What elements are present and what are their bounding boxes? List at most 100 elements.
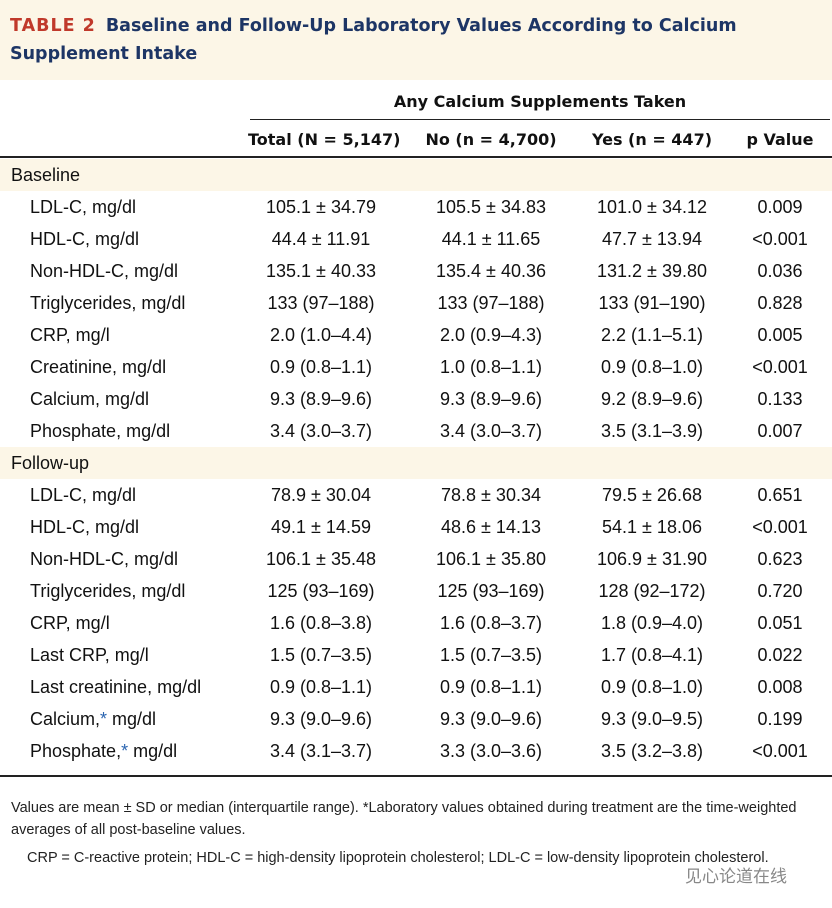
table-cell: 131.2 ± 39.80 — [597, 261, 707, 281]
table-cell: 0.720 — [757, 581, 803, 601]
table-cell: 0.022 — [757, 645, 803, 665]
table-cell: 106.1 ± 35.48 — [266, 549, 376, 569]
row-label: Phosphate, mg/dl — [30, 421, 171, 441]
row-label: Last creatinine, mg/dl — [30, 677, 202, 697]
table-cell: 0.036 — [757, 261, 803, 281]
table-cell: 9.3 (8.9–9.6) — [269, 389, 373, 409]
table-cell: 105.5 ± 34.83 — [436, 197, 546, 217]
table-cell: 3.4 (3.0–3.7) — [439, 421, 543, 441]
table-cell: 0.9 (0.8–1.0) — [600, 357, 704, 377]
footnote: Values are mean ± SD or median (interqua… — [11, 800, 797, 838]
row-label: Phosphate,* mg/dl — [30, 735, 177, 767]
column-header: No (n = 4,700) — [425, 130, 557, 149]
row-label: Triglycerides, mg/dl — [30, 581, 186, 601]
section-title: Baseline — [11, 165, 81, 185]
group-header: Any Calcium Supplements Taken — [393, 92, 687, 111]
row-label: Triglycerides, mg/dl — [30, 293, 186, 313]
row-label: Calcium,* mg/dl — [30, 703, 156, 735]
label-part: mg/dl — [112, 709, 157, 729]
table-cell: 44.1 ± 11.65 — [441, 229, 541, 249]
table-cell: 1.5 (0.7–3.5) — [439, 645, 543, 665]
table-cell: 1.0 (0.8–1.1) — [439, 357, 543, 377]
label-part: Calcium, — [30, 709, 101, 729]
table-cell: 0.199 — [757, 709, 803, 729]
table-cell: 135.1 ± 40.33 — [266, 261, 376, 281]
table-cell: 133 (91–190) — [598, 293, 706, 313]
table-cell: 106.1 ± 35.80 — [436, 549, 546, 569]
table-cell: 0.9 (0.8–1.1) — [269, 357, 373, 377]
table-cell: 1.7 (0.8–4.1) — [600, 645, 704, 665]
table-cell: 2.0 (0.9–4.3) — [439, 325, 543, 345]
table-cell: <0.001 — [752, 357, 808, 377]
table-cell: 47.7 ± 13.94 — [602, 229, 702, 249]
table-cell: 1.6 (0.8–3.7) — [439, 613, 543, 633]
table-cell: 0.009 — [757, 197, 803, 217]
table-cell: 133 (97–188) — [267, 293, 375, 313]
table-cell: 79.5 ± 26.68 — [602, 485, 702, 505]
table-cell: 78.9 ± 30.04 — [271, 485, 371, 505]
table-cell: 9.3 (9.0–9.5) — [600, 709, 704, 729]
table-cell: 1.5 (0.7–3.5) — [269, 645, 373, 665]
row-label: HDL-C, mg/dl — [30, 517, 140, 537]
table-cell: 49.1 ± 14.59 — [271, 517, 371, 537]
table-cell: 0.051 — [757, 613, 803, 633]
table-cell: 54.1 ± 18.06 — [602, 517, 702, 537]
footnote-marker: * — [100, 709, 108, 729]
footnote-marker: * — [121, 741, 129, 761]
table-cell: 9.3 (9.0–9.6) — [269, 709, 373, 729]
table-bottom-rule — [0, 775, 832, 777]
row-label: Calcium, mg/dl — [30, 389, 150, 409]
table-cell: 0.651 — [757, 485, 803, 505]
label-part: Phosphate, — [30, 741, 122, 761]
table-cell: 2.2 (1.1–5.1) — [600, 325, 704, 345]
table-cell: 3.3 (3.0–3.6) — [439, 741, 543, 761]
title-text: Baseline and Follow-Up Laboratory Values… — [10, 16, 737, 64]
table-cell: 0.133 — [757, 389, 803, 409]
table-cell: 128 (92–172) — [598, 581, 706, 601]
title-bar — [0, 0, 832, 80]
row-label: HDL-C, mg/dl — [30, 229, 140, 249]
table-cell: 1.8 (0.9–4.0) — [600, 613, 704, 633]
footnote: CRP = C-reactive protein; HDL-C = high-d… — [27, 850, 769, 866]
table-cell: 135.4 ± 40.36 — [436, 261, 546, 281]
table-cell: 125 (93–169) — [267, 581, 375, 601]
table-cell: 0.007 — [757, 421, 803, 441]
table-cell: 3.5 (3.1–3.9) — [600, 421, 704, 441]
table-cell: 0.005 — [757, 325, 803, 345]
table-cell: 106.9 ± 31.90 — [597, 549, 707, 569]
column-header: p Value — [746, 130, 814, 149]
table-cell: 133 (97–188) — [437, 293, 545, 313]
header-rule — [250, 119, 830, 120]
table-cell: 3.5 (3.2–3.8) — [600, 741, 704, 761]
row-label: Creatinine, mg/dl — [30, 357, 167, 377]
table-cell: 101.0 ± 34.12 — [597, 197, 707, 217]
table-cell: 1.6 (0.8–3.8) — [269, 613, 373, 633]
label-part: mg/dl — [133, 741, 178, 761]
row-label: CRP, mg/l — [30, 325, 110, 345]
table-cell: 0.9 (0.8–1.1) — [439, 677, 543, 697]
row-label: Last CRP, mg/l — [30, 645, 149, 665]
table-cell: 105.1 ± 34.79 — [266, 197, 376, 217]
section-title: Follow-up — [11, 453, 90, 473]
table-cell: 44.4 ± 11.91 — [271, 229, 371, 249]
section-row — [0, 447, 832, 479]
table-cell: 0.828 — [757, 293, 803, 313]
section-row — [0, 159, 832, 191]
table-cell: <0.001 — [752, 517, 808, 537]
table-label: TABLE 2 — [10, 16, 96, 36]
table-cell: 0.623 — [757, 549, 803, 569]
table-cell: 3.4 (3.1–3.7) — [269, 741, 373, 761]
watermark: 见心论道在线 — [685, 867, 787, 886]
table-cell: 0.9 (0.8–1.0) — [600, 677, 704, 697]
row-label: CRP, mg/l — [30, 613, 110, 633]
table-cell: 9.3 (9.0–9.6) — [439, 709, 543, 729]
table-cell: 78.8 ± 30.34 — [441, 485, 541, 505]
header-rule — [0, 156, 832, 158]
table-cell: 3.4 (3.0–3.7) — [269, 421, 373, 441]
column-header: Yes (n = 447) — [591, 130, 713, 149]
table-cell: 0.9 (0.8–1.1) — [269, 677, 373, 697]
row-label: Non-HDL-C, mg/dl — [30, 261, 179, 281]
row-label: LDL-C, mg/dl — [30, 197, 137, 217]
table-cell: <0.001 — [752, 741, 808, 761]
table-cell: 9.3 (8.9–9.6) — [439, 389, 543, 409]
